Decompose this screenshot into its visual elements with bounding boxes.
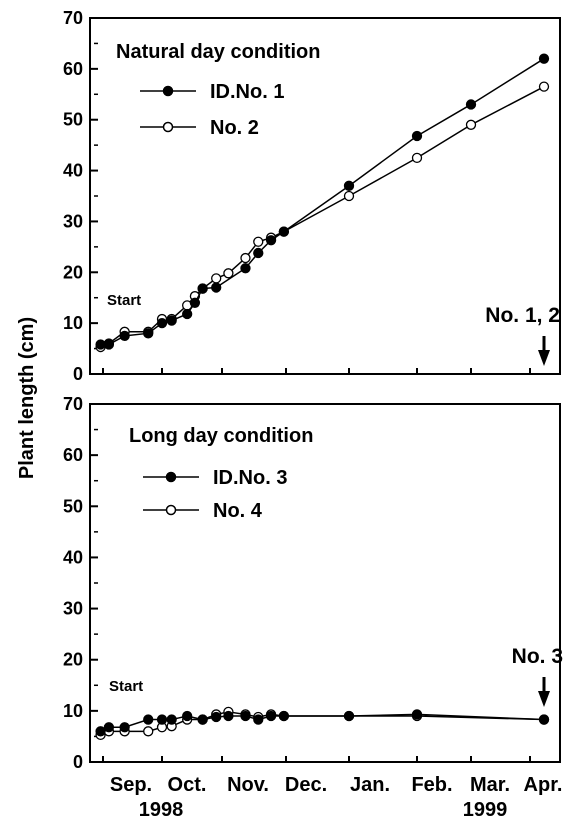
x-tick-label: Apr. <box>524 774 563 796</box>
y-tick-label: 0 <box>73 364 83 384</box>
data-point-filled <box>166 315 177 326</box>
data-point-filled <box>253 247 264 259</box>
series-line <box>100 58 545 346</box>
y-tick-label: 10 <box>63 313 83 333</box>
data-point-filled <box>240 710 251 722</box>
data-point-open <box>143 726 154 737</box>
data-point-open <box>465 119 477 130</box>
legend-label: No. 2 <box>210 117 259 139</box>
data-point-filled <box>465 99 477 110</box>
data-point-open <box>411 152 423 164</box>
series-line <box>100 713 545 732</box>
plot-frame <box>89 17 561 375</box>
data-point-filled <box>189 297 201 308</box>
legend-label: ID.No. 3 <box>213 467 287 489</box>
data-point-filled <box>538 714 550 725</box>
data-point-filled <box>253 714 264 725</box>
data-point-filled <box>119 722 130 733</box>
panel-long-day: 0 10 20 30 40 50 60 70 Long day condition ID.No. … <box>63 394 563 772</box>
data-point-filled <box>95 339 106 350</box>
y-tick-label: 10 <box>63 701 83 721</box>
data-point-open <box>211 273 222 284</box>
legend-entry: ID.No. 1 <box>140 81 284 103</box>
data-point-open <box>253 236 264 247</box>
y-tick-label: 30 <box>63 211 83 231</box>
data-point-filled <box>343 710 355 722</box>
arrow-label: No. 1, 2 <box>485 304 560 327</box>
data-point-filled <box>103 339 115 350</box>
x-tick-label: Dec. <box>285 774 327 796</box>
data-point-open <box>223 268 234 279</box>
legend-entry: ID.No. 3 <box>143 467 287 489</box>
data-point-filled <box>240 263 251 274</box>
arrow-head <box>538 691 550 707</box>
data-point-filled <box>265 235 277 246</box>
data-point-filled <box>278 226 290 237</box>
data-point-filled <box>411 709 423 720</box>
start-label: Start <box>109 678 143 695</box>
legend-filled-marker <box>165 471 177 483</box>
plot-frame <box>89 403 561 763</box>
y-tick-label: 0 <box>73 752 83 772</box>
x-tick-label: Sep. <box>110 774 152 796</box>
year-label: 1999 <box>463 799 508 821</box>
data-point-filled <box>103 722 115 733</box>
y-tick-label: 70 <box>63 8 83 28</box>
data-point-filled <box>223 710 234 722</box>
data-point-open <box>343 190 355 202</box>
data-point-filled <box>197 714 208 725</box>
data-point-filled <box>197 283 208 294</box>
arrow-head <box>538 350 550 366</box>
year-label: 1998 <box>139 799 184 821</box>
data-point-filled <box>182 308 193 320</box>
legend-open-marker <box>162 121 174 133</box>
y-tick-label: 20 <box>63 650 83 670</box>
x-tick-label: Nov. <box>227 774 269 796</box>
y-tick-label: 60 <box>63 59 83 79</box>
y-tick-label: 20 <box>63 262 83 282</box>
y-tick-label: 40 <box>63 547 83 567</box>
y-tick-label: 50 <box>63 496 83 516</box>
data-point-open <box>240 252 251 264</box>
data-point-filled <box>211 711 222 723</box>
x-tick-label: Mar. <box>470 774 510 796</box>
y-tick-label: 30 <box>63 599 83 619</box>
x-tick-label: Feb. <box>411 774 452 796</box>
legend-open-marker <box>165 504 177 516</box>
data-point-filled <box>182 710 193 722</box>
x-tick-label: Jan. <box>350 774 390 796</box>
y-tick-label: 60 <box>63 445 83 465</box>
data-point-filled <box>411 130 423 142</box>
legend-entry: No. 2 <box>140 117 259 139</box>
legend-label: No. 4 <box>213 500 263 522</box>
arrow-label: No. 3 <box>512 645 563 668</box>
legend-filled-marker <box>162 85 174 97</box>
y-tick-label: 50 <box>63 110 83 130</box>
data-point-filled <box>265 710 277 722</box>
data-point-filled <box>143 328 154 339</box>
y-tick-label: 40 <box>63 161 83 181</box>
panel-title: Natural day condition <box>116 41 320 63</box>
data-point-filled <box>278 710 290 722</box>
data-point-filled <box>95 726 106 737</box>
y-axis-label: Plant length (cm) <box>16 317 38 479</box>
y-tick-label: 70 <box>63 394 83 414</box>
data-point-filled <box>343 180 355 191</box>
data-point-filled <box>538 53 550 64</box>
data-point-filled <box>143 714 154 725</box>
data-point-filled <box>156 714 168 725</box>
data-point-open <box>538 81 550 92</box>
panel-title: Long day condition <box>129 425 313 447</box>
data-point-filled <box>166 714 177 725</box>
panel-natural-day: 0 10 20 30 40 50 60 70 Natural day condition ID.N… <box>63 8 561 384</box>
legend-entry: No. 4 <box>143 500 263 522</box>
data-point-filled <box>119 330 130 342</box>
legend-label: ID.No. 1 <box>210 81 284 103</box>
data-point-filled <box>156 317 168 329</box>
start-label: Start <box>107 292 141 309</box>
x-tick-label: Oct. <box>168 774 207 796</box>
data-point-filled <box>211 282 222 293</box>
